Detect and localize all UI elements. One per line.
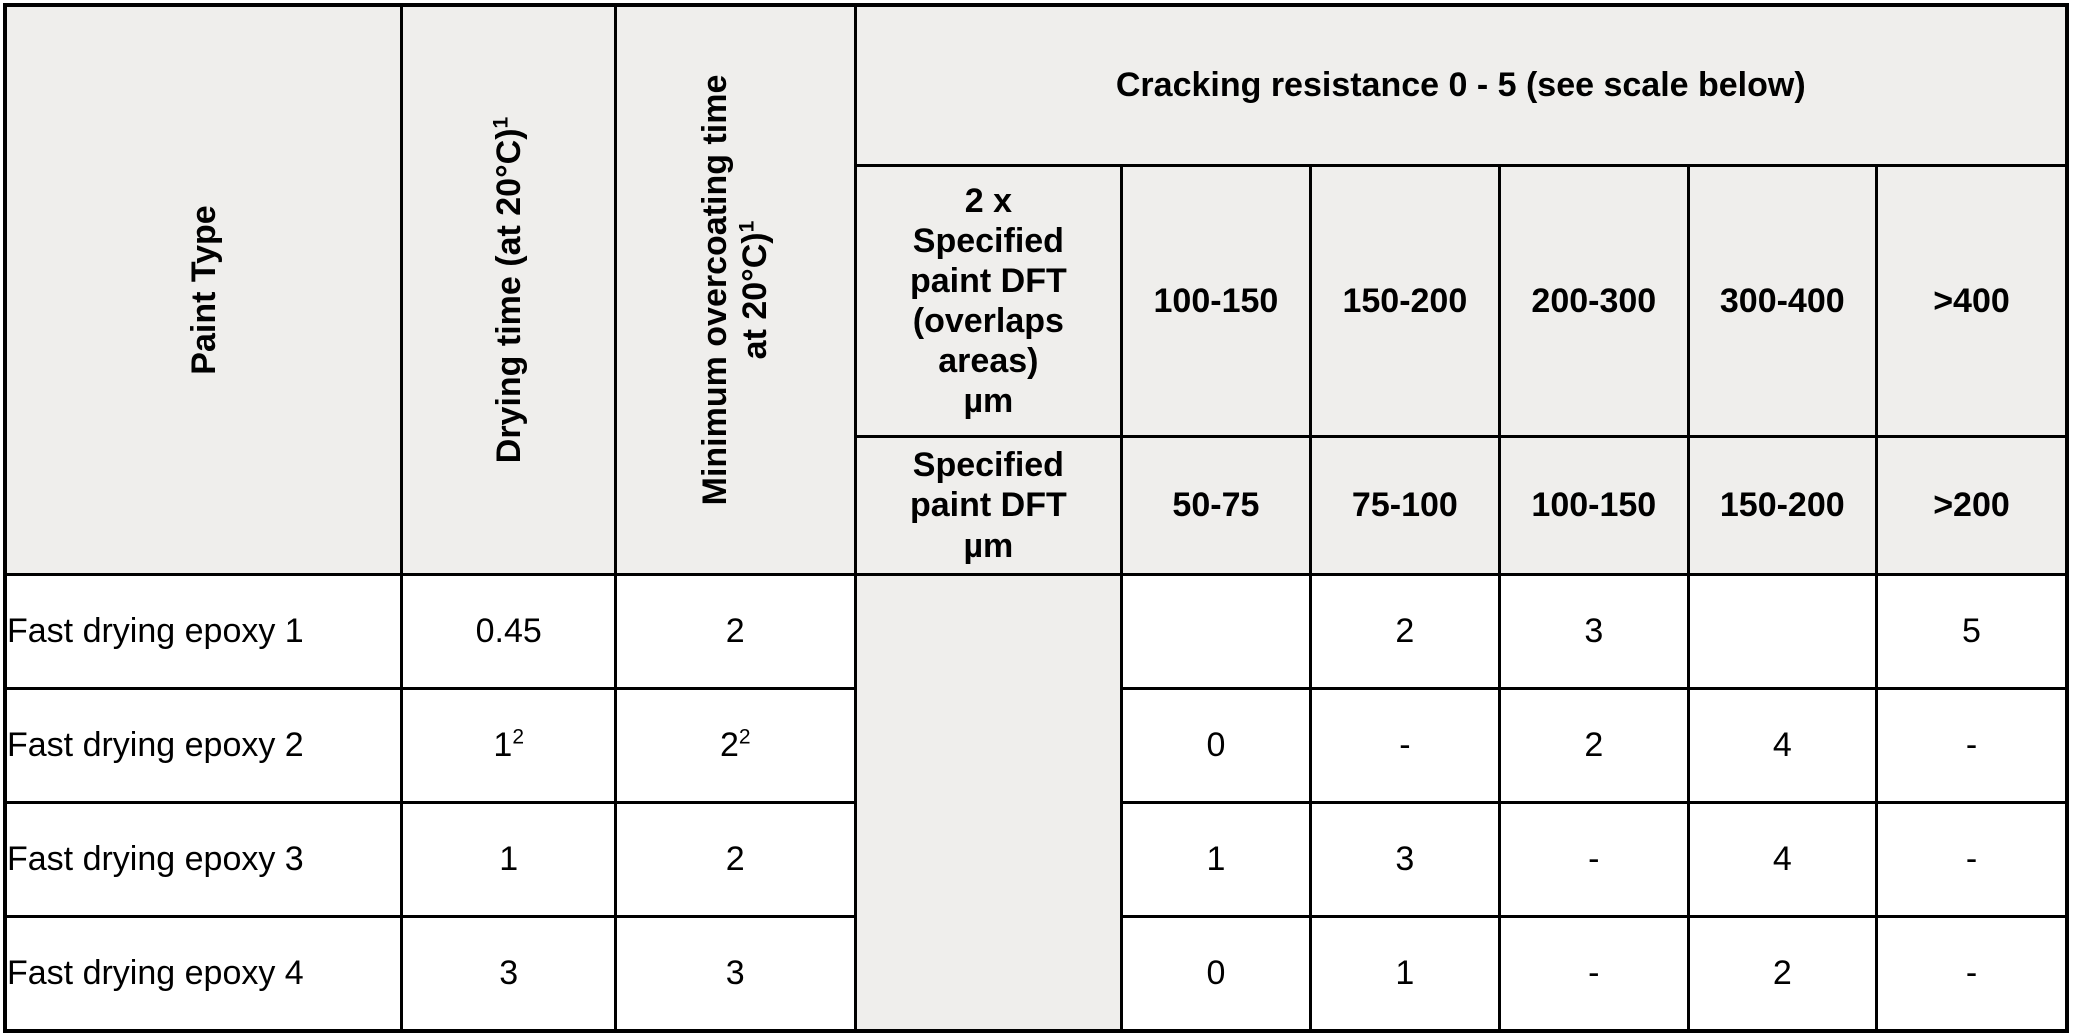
cracking-value-cell: 4 <box>1686 687 1879 804</box>
overlap-range-header-5: >400 <box>1875 164 2069 438</box>
footnote-marker: 2 <box>738 726 751 750</box>
header-cell-dft-specified: Specified paint DFT µm <box>853 435 1124 576</box>
overcoating-time-cell: 2 <box>613 573 857 690</box>
cracking-resistance-title: Cracking resistance 0 - 5 (see scale bel… <box>1115 66 1806 105</box>
footnote-marker: 1 <box>489 116 513 129</box>
header-cell-paint-type: Paint Type <box>3 3 404 576</box>
specified-range-header-1: 50-75 <box>1120 435 1312 576</box>
cracking-value-cell <box>1686 573 1879 690</box>
drying-time-cell: 12 <box>400 687 617 804</box>
paint-name-cell: Fast drying epoxy 3 <box>3 801 404 918</box>
cracking-value-cell: - <box>1498 915 1690 1033</box>
drying-time-label: Drying time (at 20°C)1 <box>489 116 528 464</box>
paint-name-cell: Fast drying epoxy 4 <box>3 915 404 1033</box>
overcoating-time-cell: 3 <box>613 915 857 1033</box>
cracking-value-cell: 0 <box>1120 687 1312 804</box>
cracking-value-cell: 1 <box>1120 801 1312 918</box>
specified-range-header-5: >200 <box>1875 435 2069 576</box>
overlap-range-header-1: 100-150 <box>1120 164 1312 438</box>
header-cell-overcoating-time: Minimum overcoating time at 20°C)1 <box>613 3 857 576</box>
table-row: Fast drying epoxy 2 12 22 0 - 2 4 - <box>3 687 2069 804</box>
paint-name-cell: Fast drying epoxy 1 <box>3 573 404 690</box>
table-row: Fast drying epoxy 1 0.45 2 2 3 5 <box>3 573 2069 1033</box>
paint-type-label: Paint Type <box>184 205 223 375</box>
cracking-resistance-header: Cracking resistance 0 - 5 (see scale bel… <box>853 3 2069 167</box>
specified-range-header-4: 150-200 <box>1686 435 1879 576</box>
drying-time-cell: 1 <box>400 801 617 918</box>
cracking-value-cell: 2 <box>1308 573 1502 690</box>
cracking-value-cell: - <box>1875 915 2069 1033</box>
overlap-range-header-4: 300-400 <box>1686 164 1879 438</box>
cracking-value-cell: 4 <box>1686 801 1879 918</box>
overlap-range-header-2: 150-200 <box>1308 164 1502 438</box>
drying-time-cell: 0.45 <box>400 573 617 690</box>
cracking-value-cell: - <box>1875 687 2069 804</box>
cracking-value-cell: - <box>1875 801 2069 918</box>
overlap-range-header-3: 200-300 <box>1498 164 1690 438</box>
cracking-value-cell: 0 <box>1120 915 1312 1033</box>
cracking-value-cell: 2 <box>1686 915 1879 1033</box>
table-row: Fast drying epoxy 4 3 3 0 1 - 2 - <box>3 915 2069 1033</box>
table-row: Fast drying epoxy 3 1 2 1 3 - 4 - <box>3 801 2069 918</box>
cracking-value-cell: 1 <box>1308 915 1502 1033</box>
cracking-value-cell: 3 <box>1498 573 1690 690</box>
cracking-value-cell <box>1120 573 1312 690</box>
footnote-marker: 1 <box>735 220 759 233</box>
paint-properties-table: Paint Type Drying time (at 20°C)1 Minimu… <box>3 3 2069 1033</box>
specified-range-header-2: 75-100 <box>1308 435 1502 576</box>
cracking-value-cell: - <box>1498 801 1690 918</box>
dft-spacer-cell <box>853 573 1124 1033</box>
overcoating-time-label: Minimum overcoating time at 20°C)1 <box>696 74 775 506</box>
footnote-marker: 2 <box>512 726 525 750</box>
header-cell-dft-overlap: 2 x Specified paint DFT (overlaps areas)… <box>853 164 1124 438</box>
overcoating-time-cell: 2 <box>613 801 857 918</box>
cracking-value-cell: - <box>1308 687 1502 804</box>
cracking-value-cell: 2 <box>1498 687 1690 804</box>
header-cell-drying-time: Drying time (at 20°C)1 <box>400 3 617 576</box>
overcoating-time-cell: 22 <box>613 687 857 804</box>
specified-range-header-3: 100-150 <box>1498 435 1690 576</box>
paint-name-cell: Fast drying epoxy 2 <box>3 687 404 804</box>
cracking-value-cell: 5 <box>1875 573 2069 690</box>
cracking-value-cell: 3 <box>1308 801 1502 918</box>
drying-time-cell: 3 <box>400 915 617 1033</box>
